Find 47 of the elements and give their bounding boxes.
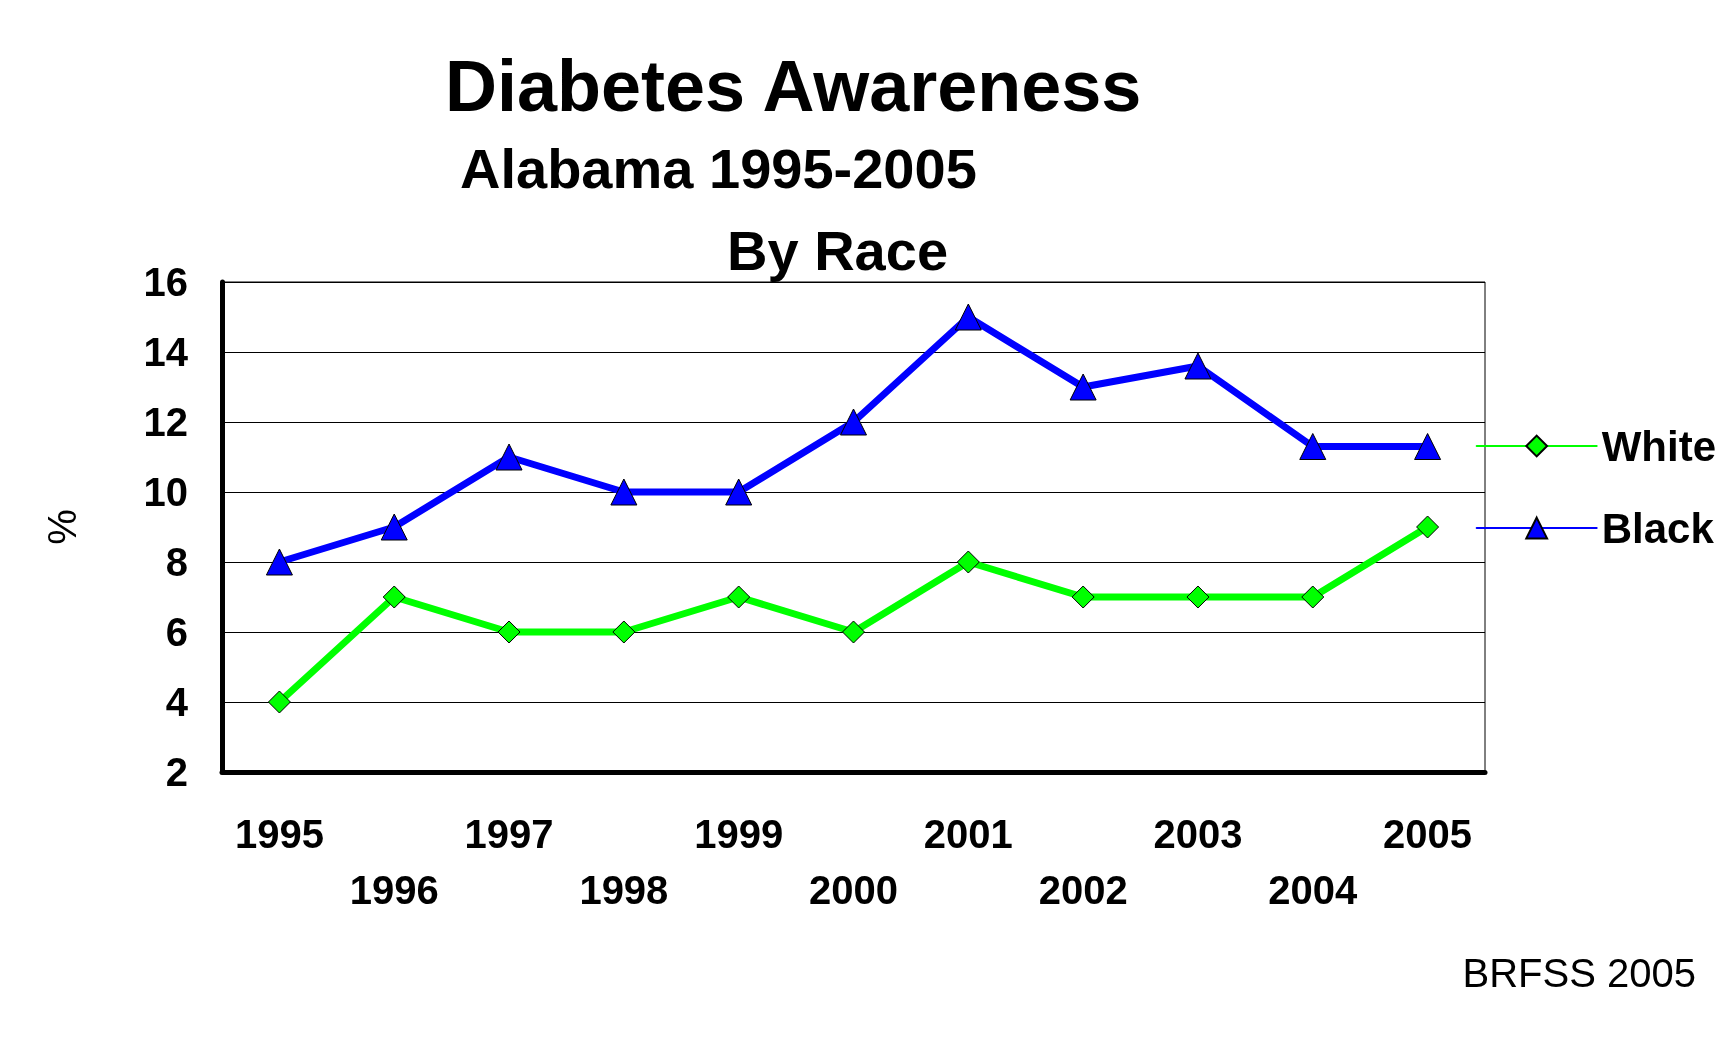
y-tick-label: 6 [165, 610, 188, 654]
point [610, 478, 638, 506]
point [956, 550, 980, 574]
point [267, 690, 291, 714]
point [1299, 433, 1327, 460]
point [265, 548, 293, 576]
x-tick-label: 2004 [1268, 868, 1359, 912]
x-tick-label: 2000 [809, 868, 898, 912]
point [380, 513, 408, 541]
point [842, 620, 865, 644]
point [725, 478, 753, 506]
x-tick-label: 2001 [923, 812, 1013, 856]
y-tick-label: 12 [143, 400, 188, 444]
x-tick-label: 2003 [1153, 812, 1243, 856]
x-tick-label: 1998 [579, 868, 669, 912]
y-tick-label: 2 [165, 750, 188, 794]
point [1301, 585, 1325, 609]
y-tick-label: 10 [143, 470, 188, 514]
y-tick-label: 14 [143, 330, 189, 374]
x-tick-label: 1996 [349, 868, 439, 912]
y-tick-label: 8 [165, 540, 188, 584]
y-axis-title: % [40, 509, 84, 545]
point [1416, 515, 1440, 539]
point [840, 408, 867, 436]
point [1069, 373, 1097, 401]
text: BRFSS 2005 [1462, 951, 1697, 995]
x-tick-label: 1997 [464, 812, 554, 856]
x-tick-label: 2002 [1038, 868, 1128, 912]
point [727, 585, 751, 609]
point [382, 585, 406, 609]
y-tick-label: 16 [143, 260, 188, 304]
legend-label: White [1601, 422, 1716, 470]
legend-label: Black [1601, 504, 1715, 552]
point [954, 303, 982, 331]
chart-title: Diabetes Awareness [445, 46, 1142, 126]
point [1186, 585, 1210, 609]
point [1414, 433, 1442, 460]
x-tick-label: 1995 [234, 812, 324, 856]
x-tick-label: 1999 [694, 812, 784, 856]
point [612, 620, 636, 644]
x-tick-label: 2005 [1383, 812, 1473, 856]
chart-subtitle: Alabama 1995-2005 By Race [460, 136, 977, 282]
point [495, 443, 523, 471]
point [497, 620, 521, 644]
point [1071, 585, 1095, 609]
y-tick-label: 4 [165, 680, 189, 724]
point [1184, 352, 1212, 380]
